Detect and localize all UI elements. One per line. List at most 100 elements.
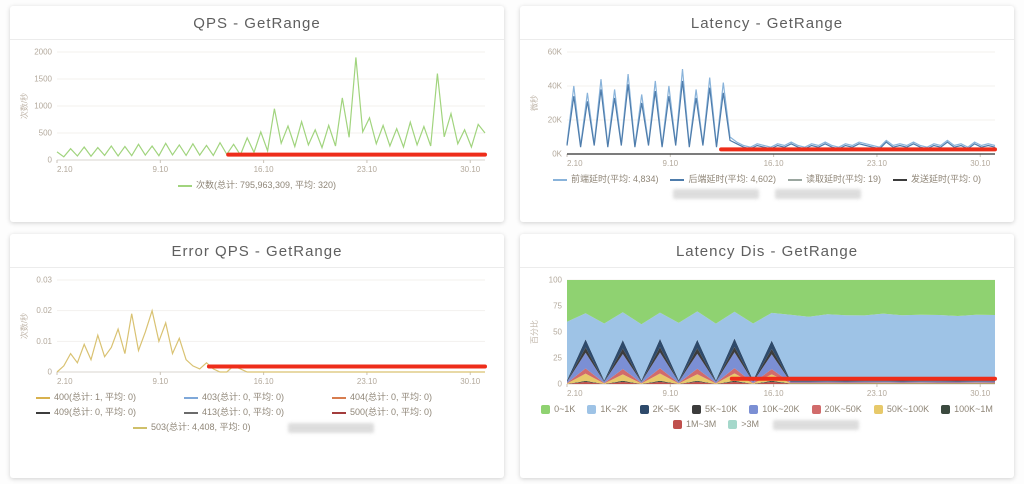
legend-line-swatch	[184, 396, 198, 399]
legend-item[interactable]: 前端延时(平均: 4,834)	[552, 172, 659, 187]
legend-line-swatch	[36, 396, 50, 399]
legend-item[interactable]: 409(总计: 0, 平均: 0)	[36, 405, 182, 420]
legend-square-swatch	[587, 405, 597, 414]
redacted-blur	[775, 189, 861, 199]
legend-label: 读取延时(平均: 19)	[806, 174, 882, 184]
legend-line-swatch	[133, 426, 147, 429]
svg-text:23.10: 23.10	[357, 165, 378, 174]
svg-text:0K: 0K	[552, 150, 562, 159]
legend-square-swatch	[672, 420, 682, 429]
latency-legend: 前端延时(平均: 4,834) 后端延时(平均: 4,602) 读取延时(平均: 1…	[527, 172, 1007, 201]
legend-item[interactable]: 500(总计: 0, 平均: 0)	[332, 405, 478, 420]
legend-item[interactable]: 20K~50K	[811, 402, 862, 417]
qps-legend: 次数(总计: 795,963,309, 平均: 320)	[172, 178, 342, 193]
legend-item[interactable]: 发送延时(平均: 0)	[893, 172, 981, 187]
svg-text:2.10: 2.10	[567, 159, 583, 168]
legend-label: 0~1K	[554, 404, 576, 414]
error-qps-chart[interactable]: 0 0.01 0.02 0.03 2.10 9.10 16.10 23.10 30.10 次数/秒	[17, 272, 497, 388]
svg-text:16.10: 16.10	[764, 389, 785, 398]
svg-text:9.10: 9.10	[663, 389, 679, 398]
svg-text:30.10: 30.10	[460, 377, 481, 386]
legend-item[interactable]: 0~1K	[541, 402, 575, 417]
legend-item[interactable]: 后端延时(平均: 4,602)	[670, 172, 776, 187]
legend-label: 500(总计: 0, 平均: 0)	[350, 407, 433, 417]
svg-text:100: 100	[549, 276, 563, 285]
latency-chart-area: 0K 20K 40K 60K 2.10 9.10 16.10 23.10 30.10 微秒	[520, 44, 1014, 170]
svg-text:40K: 40K	[548, 82, 563, 91]
legend-label: 403(总计: 0, 平均: 0)	[202, 392, 285, 402]
legend-label: 发送延时(平均: 0)	[911, 174, 982, 184]
svg-text:0: 0	[48, 368, 53, 377]
legend-line-swatch	[670, 178, 685, 181]
legend-square-swatch	[639, 405, 649, 414]
svg-text:0: 0	[558, 380, 563, 389]
legend-square-swatch	[728, 420, 738, 429]
legend-item[interactable]: 次数(总计: 795,963,309, 平均: 320)	[177, 178, 337, 193]
svg-text:9.10: 9.10	[153, 377, 169, 386]
svg-text:9.10: 9.10	[153, 165, 169, 174]
svg-text:30.10: 30.10	[460, 165, 481, 174]
chart-title: Latency - GetRange	[520, 6, 1014, 40]
svg-text:9.10: 9.10	[663, 159, 679, 168]
redacted-blur	[288, 422, 374, 433]
legend-item[interactable]: >3M	[728, 417, 759, 432]
svg-text:25: 25	[553, 354, 562, 363]
legend-square-swatch	[873, 405, 883, 414]
svg-text:次数/秒: 次数/秒	[19, 93, 29, 119]
legend-item[interactable]: 5K~10K	[691, 402, 737, 417]
panel-error-qps: Error QPS - GetRange 0 0.01 0.02 0.03 2.10 9.…	[10, 234, 504, 478]
legend-label: 1M~3M	[685, 419, 717, 429]
legend-square-swatch	[541, 405, 551, 414]
svg-text:1500: 1500	[34, 75, 52, 84]
latency-dis-chart-area: 0 25 50 75 100 2.10 9.10 16.10 23.10 30.10 百分比	[520, 272, 1014, 400]
svg-text:75: 75	[553, 302, 562, 311]
legend-item[interactable]: 读取延时(平均: 19)	[788, 172, 881, 187]
legend-label: 前端延时(平均: 4,834)	[570, 174, 659, 184]
svg-text:500: 500	[39, 129, 53, 138]
legend-label: 后端延时(平均: 4,602)	[688, 174, 777, 184]
legend-item[interactable]: 404(总计: 0, 平均: 0)	[332, 390, 478, 405]
legend-label: 503(总计: 4,408, 平均: 0)	[151, 422, 251, 432]
legend-item[interactable]: 50K~100K	[873, 402, 929, 417]
svg-text:2.10: 2.10	[57, 165, 73, 174]
legend-line-swatch	[184, 411, 198, 414]
latency-chart[interactable]: 0K 20K 40K 60K 2.10 9.10 16.10 23.10 30.10 微秒	[527, 44, 1007, 170]
legend-square-swatch	[749, 405, 759, 414]
legend-item[interactable]: 10K~20K	[749, 402, 800, 417]
qps-chart[interactable]: 0 500 1000 1500 2000 2.10 9.10 16.10 23.10 30.10 次…	[17, 44, 497, 176]
svg-text:次数/秒: 次数/秒	[19, 313, 29, 339]
legend-square-swatch	[941, 405, 951, 414]
svg-text:20K: 20K	[548, 116, 563, 125]
latency-dis-legend: 0~1K 1K~2K 2K~5K 5K~10K 10K~20K 20K~50K 50K~10…	[527, 402, 1007, 432]
legend-label: 400(总计: 1, 平均: 0)	[54, 392, 137, 402]
svg-text:2.10: 2.10	[567, 389, 583, 398]
legend-label: >3M	[741, 419, 760, 429]
legend-line-swatch	[36, 411, 50, 414]
svg-text:16.10: 16.10	[254, 377, 275, 386]
chart-title: Error QPS - GetRange	[10, 234, 504, 268]
svg-text:0.03: 0.03	[36, 276, 52, 285]
legend-label: 20K~50K	[824, 404, 862, 414]
svg-text:60K: 60K	[548, 48, 563, 57]
svg-text:23.10: 23.10	[357, 377, 378, 386]
legend-item[interactable]: 400(总计: 1, 平均: 0)	[36, 390, 182, 405]
legend-label: 100K~1M	[954, 404, 993, 414]
legend-item[interactable]: 100K~1M	[941, 402, 993, 417]
legend-item[interactable]: 503(总计: 4,408, 平均: 0)	[133, 420, 279, 435]
legend-item[interactable]: 413(总计: 0, 平均: 0)	[184, 405, 330, 420]
legend-item[interactable]: 2K~5K	[639, 402, 680, 417]
legend-item[interactable]: 1K~2K	[587, 402, 628, 417]
legend-label: 次数(总计: 795,963,309, 平均: 320)	[195, 180, 337, 190]
latency-dis-chart[interactable]: 0 25 50 75 100 2.10 9.10 16.10 23.10 30.10 百分比	[527, 272, 1007, 400]
legend-label: 1K~2K	[600, 404, 628, 414]
svg-text:16.10: 16.10	[764, 159, 785, 168]
legend-label: 2K~5K	[652, 404, 680, 414]
panel-latency: Latency - GetRange 0K 20K 40K 60K 2.10 9.10 16…	[520, 6, 1014, 222]
legend-item[interactable]: 1M~3M	[672, 417, 717, 432]
svg-text:0.02: 0.02	[36, 306, 52, 315]
chart-title: Latency Dis - GetRange	[520, 234, 1014, 268]
legend-line-swatch	[893, 178, 908, 181]
legend-item[interactable]: 403(总计: 0, 平均: 0)	[184, 390, 330, 405]
svg-text:0.01: 0.01	[36, 337, 52, 346]
